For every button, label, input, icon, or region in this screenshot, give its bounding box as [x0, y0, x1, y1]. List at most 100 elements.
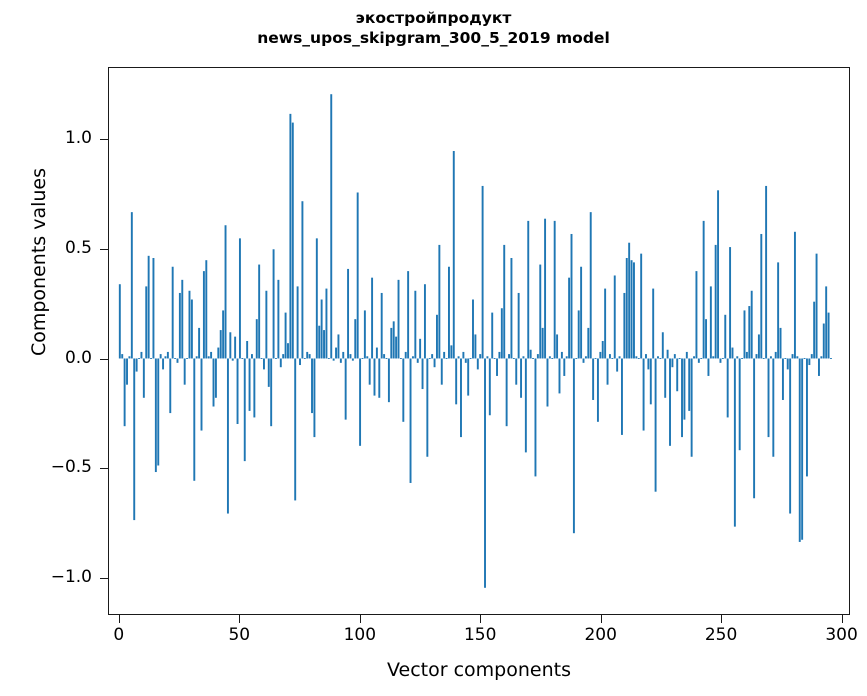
bar: [793, 231, 796, 359]
bar: [385, 358, 388, 359]
bar: [671, 358, 674, 368]
bar: [630, 260, 633, 359]
bar: [690, 358, 693, 457]
bar: [433, 358, 436, 368]
bar: [534, 358, 537, 477]
bar: [741, 358, 744, 359]
bar: [128, 356, 131, 359]
bar: [825, 286, 828, 359]
x-tick-mark: [721, 615, 723, 623]
bar: [731, 347, 734, 359]
bar: [676, 358, 679, 392]
bar: [508, 354, 510, 359]
chart-title: экостройпродукт news_upos_skipgram_300_5…: [0, 8, 867, 48]
bar: [774, 351, 777, 359]
bar: [608, 354, 611, 359]
bar: [628, 242, 631, 359]
y-tick-mark: [100, 577, 108, 579]
bar: [323, 330, 325, 359]
bar: [493, 358, 496, 359]
bar: [337, 334, 340, 359]
bar: [371, 277, 374, 359]
bar: [282, 354, 285, 359]
bar: [753, 358, 756, 499]
bar: [659, 358, 662, 359]
bar: [383, 354, 386, 359]
bar: [822, 323, 825, 359]
bar: [705, 319, 708, 359]
bar: [270, 358, 273, 427]
bar: [246, 341, 249, 359]
bar: [546, 358, 549, 407]
bar: [479, 354, 482, 359]
bar: [548, 356, 551, 359]
bar: [291, 122, 294, 359]
bar: [818, 358, 820, 376]
bar: [565, 356, 568, 359]
bar: [169, 358, 172, 414]
bar-group: [118, 94, 832, 588]
plot-area: [108, 67, 850, 615]
bar: [717, 190, 720, 359]
bar: [469, 358, 472, 359]
bar: [356, 192, 359, 359]
bar: [166, 351, 169, 359]
bar: [126, 358, 128, 385]
bar: [592, 358, 595, 400]
bar: [481, 185, 484, 359]
bar: [738, 358, 741, 451]
bar: [654, 358, 657, 492]
bar: [152, 258, 155, 359]
bar: [522, 356, 525, 359]
bar: [577, 310, 580, 359]
bar: [520, 358, 523, 398]
bar: [596, 358, 599, 422]
bar: [606, 358, 609, 385]
bar: [397, 279, 400, 359]
bar: [584, 356, 587, 359]
bar: [289, 113, 292, 359]
bar: [467, 358, 470, 396]
bar: [599, 351, 602, 359]
bar: [404, 351, 407, 359]
bar: [159, 354, 162, 359]
bar: [318, 325, 321, 359]
bar: [253, 358, 256, 418]
bar: [138, 358, 140, 359]
bar: [524, 358, 527, 453]
bar: [688, 358, 691, 411]
chart-title-line-1: экостройпродукт: [355, 9, 512, 27]
bar: [212, 358, 215, 407]
bar: [789, 358, 792, 514]
bar: [558, 358, 561, 394]
bar: [589, 212, 592, 359]
x-axis-label: Vector components: [387, 659, 571, 681]
bar: [712, 356, 715, 359]
x-tick-mark: [359, 615, 361, 623]
bar: [748, 306, 751, 359]
bar: [769, 356, 772, 359]
bar: [229, 332, 232, 359]
bar: [176, 358, 179, 363]
bar: [147, 255, 150, 359]
bar: [195, 356, 198, 359]
bar: [421, 358, 424, 390]
bar: [488, 358, 491, 416]
bar: [500, 308, 503, 359]
bar: [803, 358, 806, 359]
bar: [587, 327, 590, 359]
bar: [217, 347, 220, 359]
bar: [695, 271, 698, 359]
y-tick-label: −0.5: [50, 457, 92, 478]
bar: [428, 358, 431, 359]
x-tick-mark: [480, 615, 482, 623]
bar: [517, 292, 520, 359]
bar: [498, 351, 501, 359]
bar: [315, 238, 318, 359]
bar: [313, 358, 316, 438]
bar: [647, 358, 650, 370]
x-tick-mark: [118, 615, 120, 623]
bar: [791, 354, 794, 359]
bar: [733, 358, 736, 527]
bar: [320, 299, 323, 359]
